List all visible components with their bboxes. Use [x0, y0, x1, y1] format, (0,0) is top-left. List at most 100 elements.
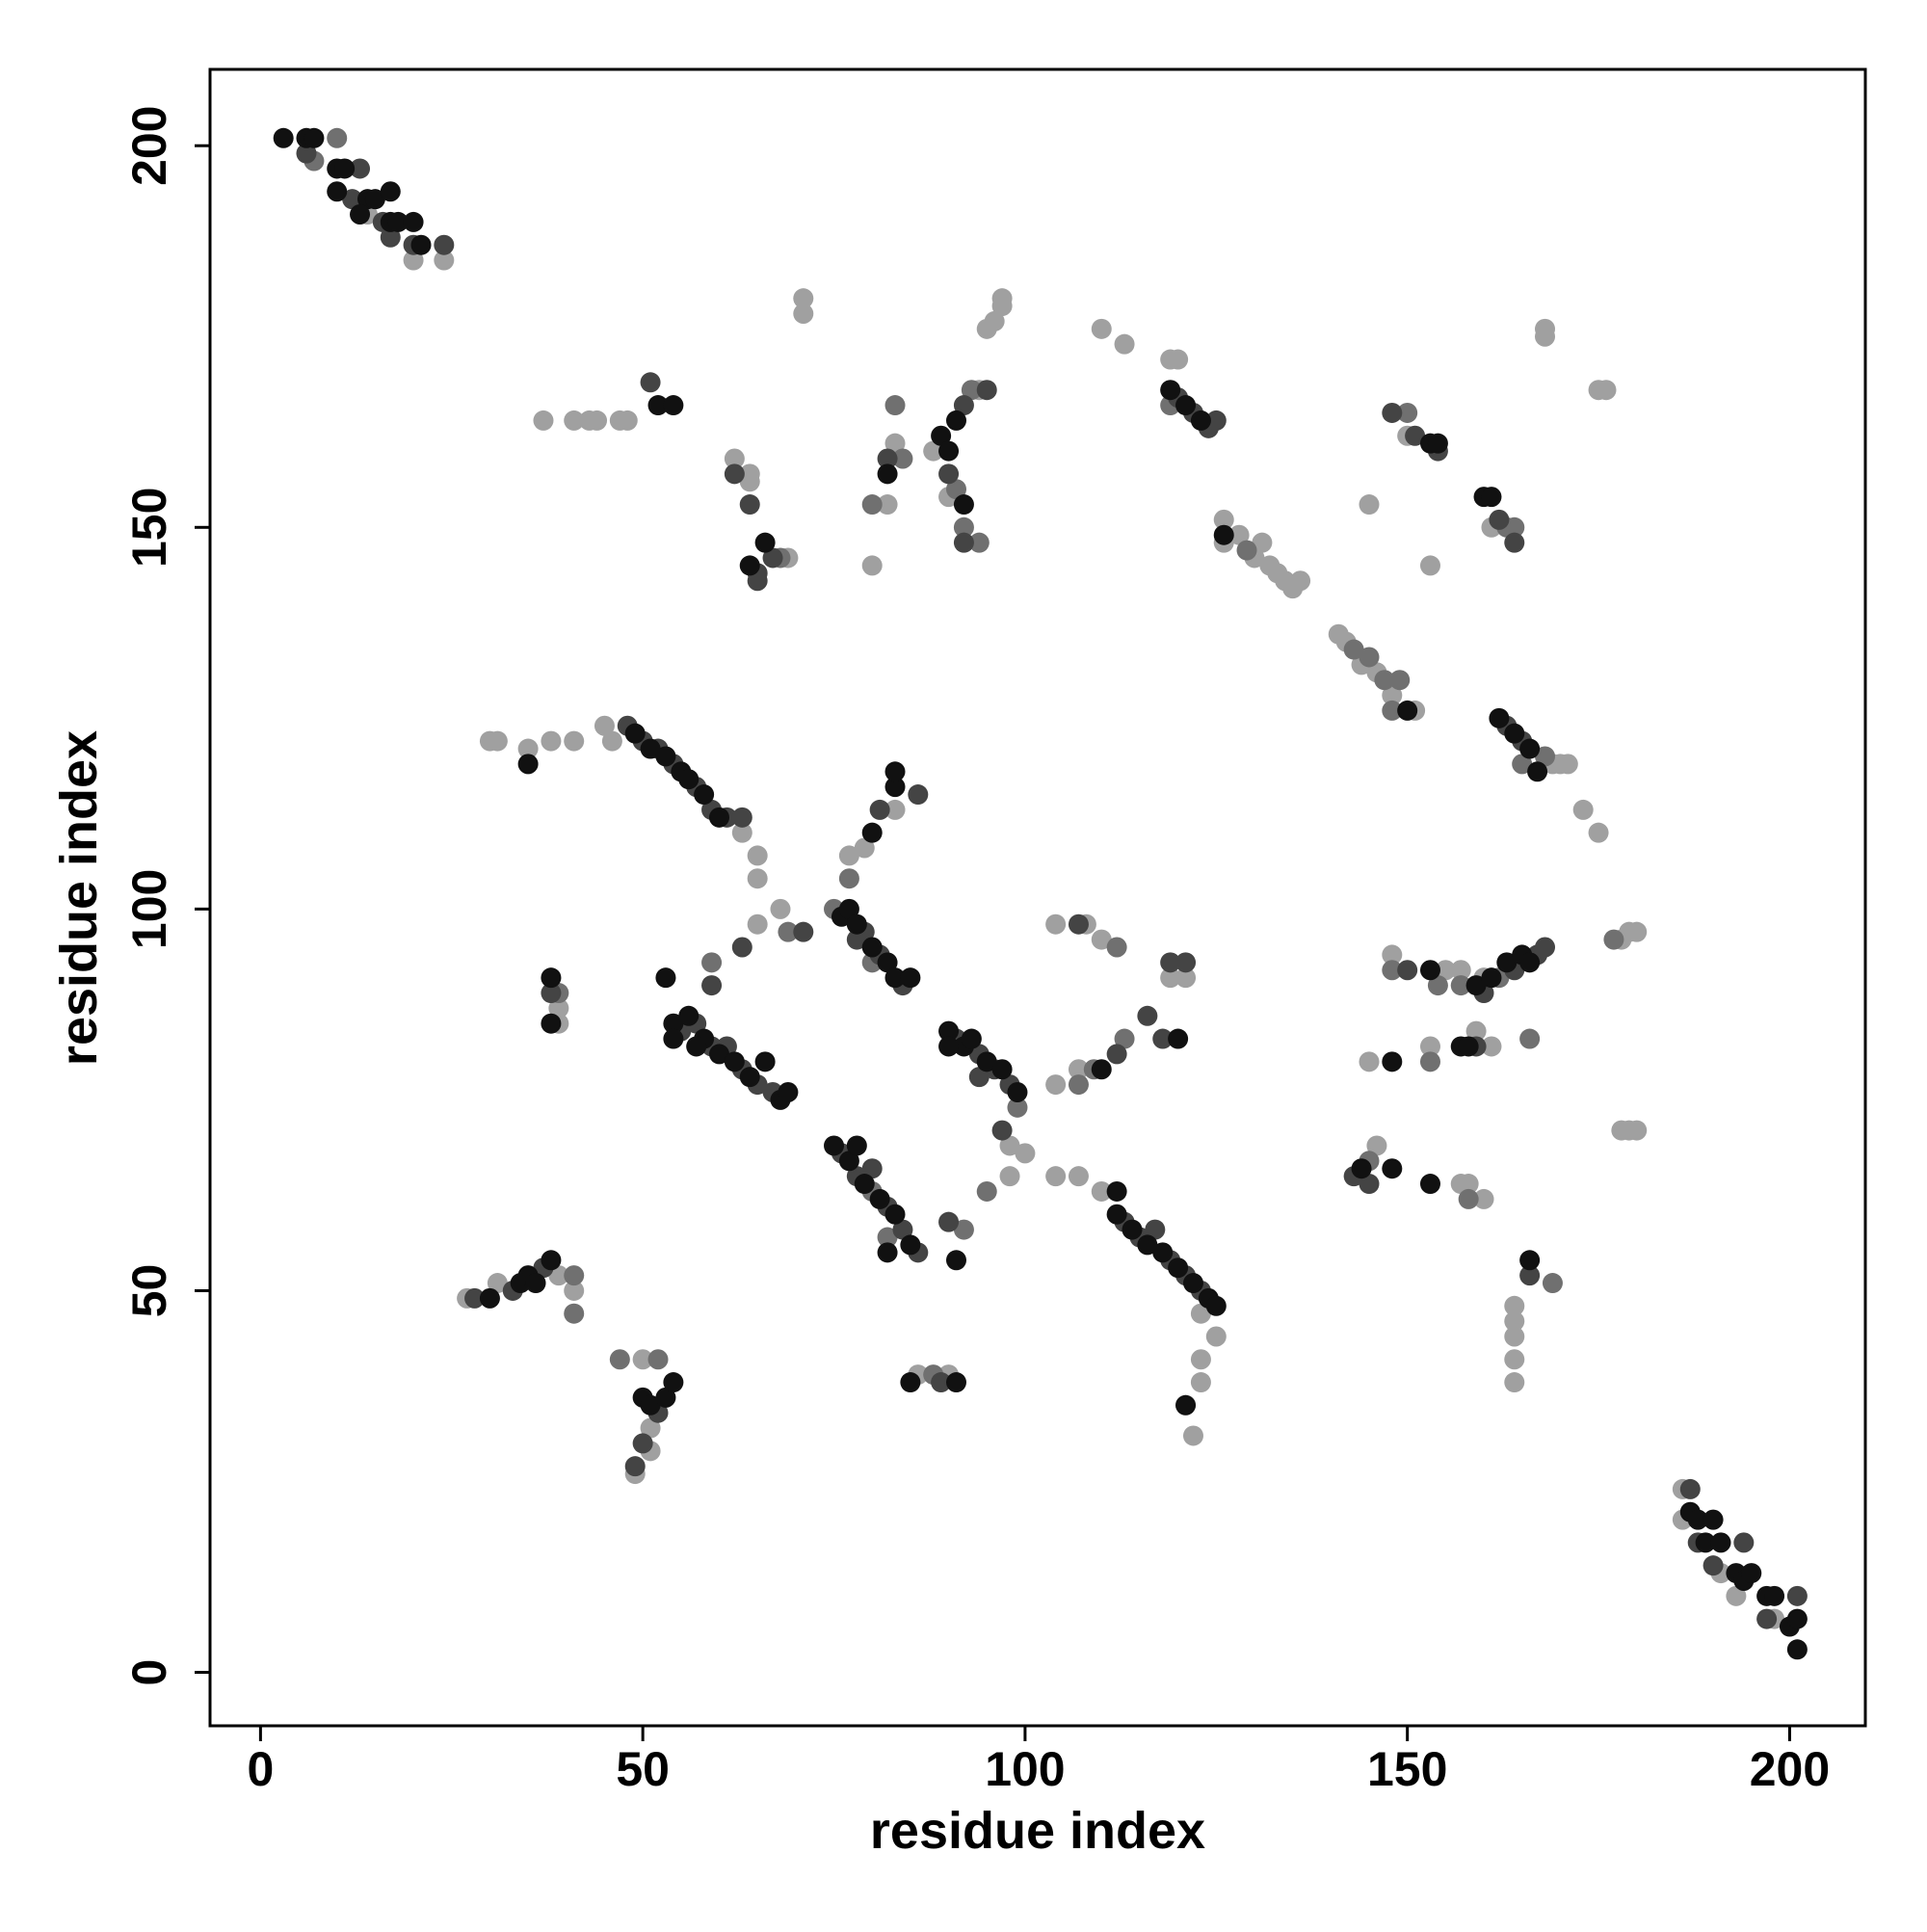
point — [1343, 639, 1364, 660]
point — [1068, 913, 1089, 935]
point — [1045, 1166, 1067, 1187]
point — [1481, 967, 1502, 989]
point — [1382, 1051, 1403, 1072]
point — [1152, 1242, 1174, 1263]
point — [1535, 937, 1556, 958]
point — [1015, 1143, 1036, 1164]
point — [1091, 929, 1112, 950]
point — [380, 181, 401, 202]
point — [739, 471, 760, 492]
point — [1489, 509, 1510, 530]
point — [1045, 913, 1067, 935]
point — [961, 380, 982, 401]
point — [1710, 1532, 1731, 1553]
point — [1603, 929, 1624, 950]
point — [1397, 960, 1418, 981]
point — [999, 1166, 1020, 1187]
point — [1114, 1028, 1135, 1049]
point — [1106, 1204, 1127, 1225]
point — [854, 1174, 875, 1195]
point — [1175, 967, 1197, 989]
point — [778, 1082, 799, 1103]
point — [953, 516, 974, 538]
point — [754, 532, 776, 553]
point — [877, 1242, 898, 1263]
point — [655, 1387, 676, 1408]
point — [731, 807, 752, 828]
point — [1756, 1608, 1778, 1629]
point — [953, 494, 974, 516]
point — [1458, 1036, 1479, 1057]
point — [846, 913, 867, 935]
point — [838, 898, 859, 919]
point — [747, 868, 768, 889]
point — [541, 983, 562, 1004]
point — [884, 395, 906, 416]
point — [1382, 1158, 1403, 1179]
point — [1106, 1044, 1127, 1065]
point — [1359, 494, 1380, 516]
point — [1489, 707, 1510, 728]
point — [350, 204, 371, 225]
point — [731, 822, 752, 843]
point — [1535, 746, 1556, 767]
point — [1473, 1188, 1494, 1209]
point — [953, 532, 974, 553]
point — [1182, 1425, 1203, 1446]
point — [739, 494, 760, 516]
point — [938, 463, 960, 485]
plot-frame — [208, 67, 1867, 1728]
point — [953, 395, 974, 416]
point — [533, 410, 554, 431]
y-tick-label: 0 — [122, 1659, 176, 1686]
point — [525, 1273, 546, 1294]
point — [1007, 1097, 1028, 1118]
point — [548, 1265, 569, 1286]
point — [1504, 1326, 1525, 1347]
point — [1695, 1532, 1716, 1553]
point — [1122, 1219, 1143, 1240]
point — [1190, 410, 1211, 431]
point — [1359, 1051, 1380, 1072]
point — [968, 532, 990, 553]
x-tick-label: 50 — [616, 1742, 670, 1796]
point — [632, 1349, 653, 1370]
point — [640, 1417, 661, 1439]
point — [1106, 1180, 1127, 1202]
point — [663, 1013, 684, 1034]
point — [1068, 1166, 1089, 1187]
point — [824, 1135, 845, 1156]
point — [1168, 1028, 1189, 1049]
point — [1382, 700, 1403, 721]
point — [564, 1265, 585, 1286]
point — [884, 777, 906, 798]
point — [747, 913, 768, 935]
point — [900, 967, 921, 989]
point — [640, 372, 661, 393]
point — [861, 937, 883, 958]
point — [517, 738, 539, 759]
y-tick-label: 100 — [122, 869, 176, 949]
point — [564, 730, 585, 752]
point — [663, 395, 684, 416]
point — [1703, 1509, 1724, 1530]
point — [387, 211, 409, 232]
point — [1519, 1250, 1541, 1271]
point — [1504, 1310, 1525, 1332]
point — [976, 380, 997, 401]
point — [877, 494, 898, 516]
point — [434, 250, 455, 271]
point — [1626, 1120, 1648, 1141]
point — [1519, 952, 1541, 973]
point — [601, 730, 622, 752]
point — [1741, 1563, 1762, 1584]
point — [1137, 1234, 1158, 1256]
point — [1252, 532, 1273, 553]
point — [342, 189, 363, 210]
point — [861, 1158, 883, 1179]
point — [846, 1135, 867, 1156]
point — [587, 410, 608, 431]
point — [1091, 1180, 1112, 1202]
point — [900, 1234, 921, 1256]
